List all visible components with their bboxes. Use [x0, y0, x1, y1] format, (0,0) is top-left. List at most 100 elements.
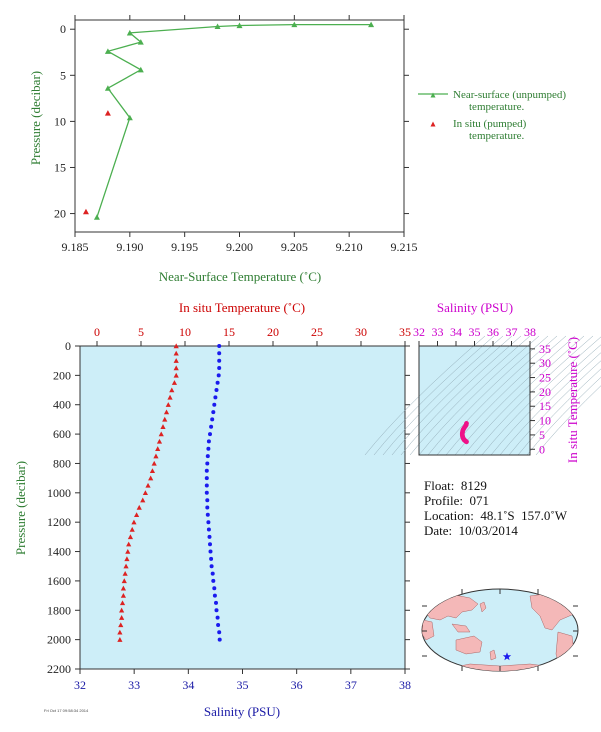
x-tick-label: 9.185: [62, 240, 89, 254]
legend-label-in-situ-line2: temperature.: [469, 130, 525, 142]
pressure-tick-label: 1000: [47, 486, 71, 500]
density-contour: [499, 352, 601, 456]
point-near-surface: [214, 23, 221, 30]
temperature-point: [121, 578, 127, 584]
density-contour: [481, 336, 601, 456]
pressure-tick-label: 1200: [47, 515, 71, 529]
temperature-point: [160, 424, 166, 429]
temperature-point: [118, 622, 124, 628]
salinity-point: [209, 424, 214, 429]
salinity-tick-label: 32: [74, 678, 86, 692]
ts-salinity-tick-label: 37: [506, 325, 518, 339]
pressure-tick-label: 1600: [47, 574, 71, 588]
salinity-point: [215, 380, 220, 385]
salinity-point: [217, 366, 222, 370]
float-location-marker: [502, 652, 512, 661]
ts-temperature-tick-label: 30: [539, 356, 551, 370]
salinity-tick-label: 37: [345, 678, 357, 692]
temperature-point: [153, 453, 159, 459]
land-new-zealand: [489, 649, 497, 661]
salinity-axis-label: Salinity (PSU): [204, 704, 280, 719]
pressure-tick-label: 2200: [47, 662, 71, 676]
temperature-point: [162, 416, 168, 422]
salinity-tick-label: 36: [291, 678, 303, 692]
x-tick-label: 9.195: [171, 240, 198, 254]
density-contour: [445, 335, 567, 456]
salinity-point: [205, 505, 210, 510]
temperature-point: [119, 600, 126, 606]
temperature-point: [125, 548, 131, 554]
x-tick-label: 9.200: [226, 240, 253, 254]
ts-salinity-tick-label: 33: [432, 325, 444, 339]
temperature-point: [127, 534, 134, 540]
temperature-point: [148, 475, 154, 481]
salinity-point: [214, 600, 218, 605]
salinity-point: [217, 351, 222, 356]
ts-temperature-axis-label: In situ Temperature (˚C): [565, 337, 580, 463]
salinity-point: [209, 564, 214, 569]
float-id: Float: 8129: [424, 478, 487, 493]
pressure-tick-label: 2000: [47, 633, 71, 647]
temperature-point: [173, 350, 179, 356]
salinity-point: [217, 344, 222, 348]
density-contour: [409, 335, 531, 456]
salinity-point: [208, 432, 212, 437]
profile-number: Profile: 071: [424, 493, 489, 508]
temperature-tick-label: 0: [94, 325, 100, 339]
point-near-surface: [104, 85, 111, 91]
temperature-point: [165, 402, 171, 407]
salinity-point: [217, 637, 222, 642]
salinity-point: [205, 454, 210, 459]
ts-temperature-tick-label: 0: [539, 442, 545, 456]
salinity-point: [206, 446, 211, 451]
temperature-point: [131, 519, 137, 525]
salinity-point: [205, 512, 210, 517]
temperature-point: [173, 343, 179, 349]
density-contour: [364, 335, 486, 456]
salinity-point: [217, 358, 222, 363]
legend-label-in-situ-line1: In situ (pumped): [453, 118, 527, 130]
point-near-surface: [126, 29, 133, 36]
salinity-point: [204, 483, 209, 488]
salinity-point: [208, 542, 212, 547]
salinity-point: [207, 534, 212, 539]
temperature-point: [117, 637, 123, 642]
temperature-tick-label: 15: [223, 325, 235, 339]
ts-temperature-tick-label: 25: [539, 371, 551, 385]
salinity-tick-label: 33: [128, 678, 140, 692]
temperature-point: [173, 365, 179, 371]
density-contour: [418, 335, 540, 456]
land-australia: [455, 635, 483, 655]
temperature-tick-label: 25: [311, 325, 323, 339]
point-near-surface: [368, 21, 375, 28]
pressure-tick-label: 600: [53, 427, 71, 441]
point-near-surface: [137, 39, 144, 45]
ts-temperature-tick-label: 10: [539, 414, 551, 428]
density-contour: [472, 335, 594, 456]
temperature-point: [120, 585, 126, 591]
y-tick-label: 15: [54, 160, 66, 174]
temperature-point: [169, 387, 175, 393]
legend-label-near-surface-line2: temperature.: [469, 101, 525, 113]
y-tick-label: 20: [54, 207, 66, 221]
ts-plot-background: [419, 346, 530, 455]
density-contour: [490, 344, 601, 456]
point-near-surface: [236, 22, 243, 29]
salinity-tick-label: 38: [399, 678, 411, 692]
temperature-point: [158, 431, 164, 437]
y-tick-label: 0: [60, 22, 66, 36]
ts-point: [464, 439, 469, 445]
ts-salinity-tick-label: 35: [469, 325, 481, 339]
salinity-point: [214, 388, 219, 392]
ts-temperature-tick-label: 5: [539, 428, 545, 442]
pressure-tick-label: 800: [53, 456, 71, 470]
temperature-point: [167, 394, 173, 400]
ts-temperature-tick-label: 35: [539, 342, 551, 356]
temperature-point: [136, 504, 142, 510]
point-near-surface: [291, 21, 298, 28]
salinity-point: [205, 498, 210, 503]
temperature-point: [171, 380, 178, 385]
ts-salinity-tick-label: 32: [413, 325, 425, 339]
legend-marker-near-surface: [430, 92, 436, 98]
temperature-axis-label: In situ Temperature (˚C): [179, 300, 305, 315]
